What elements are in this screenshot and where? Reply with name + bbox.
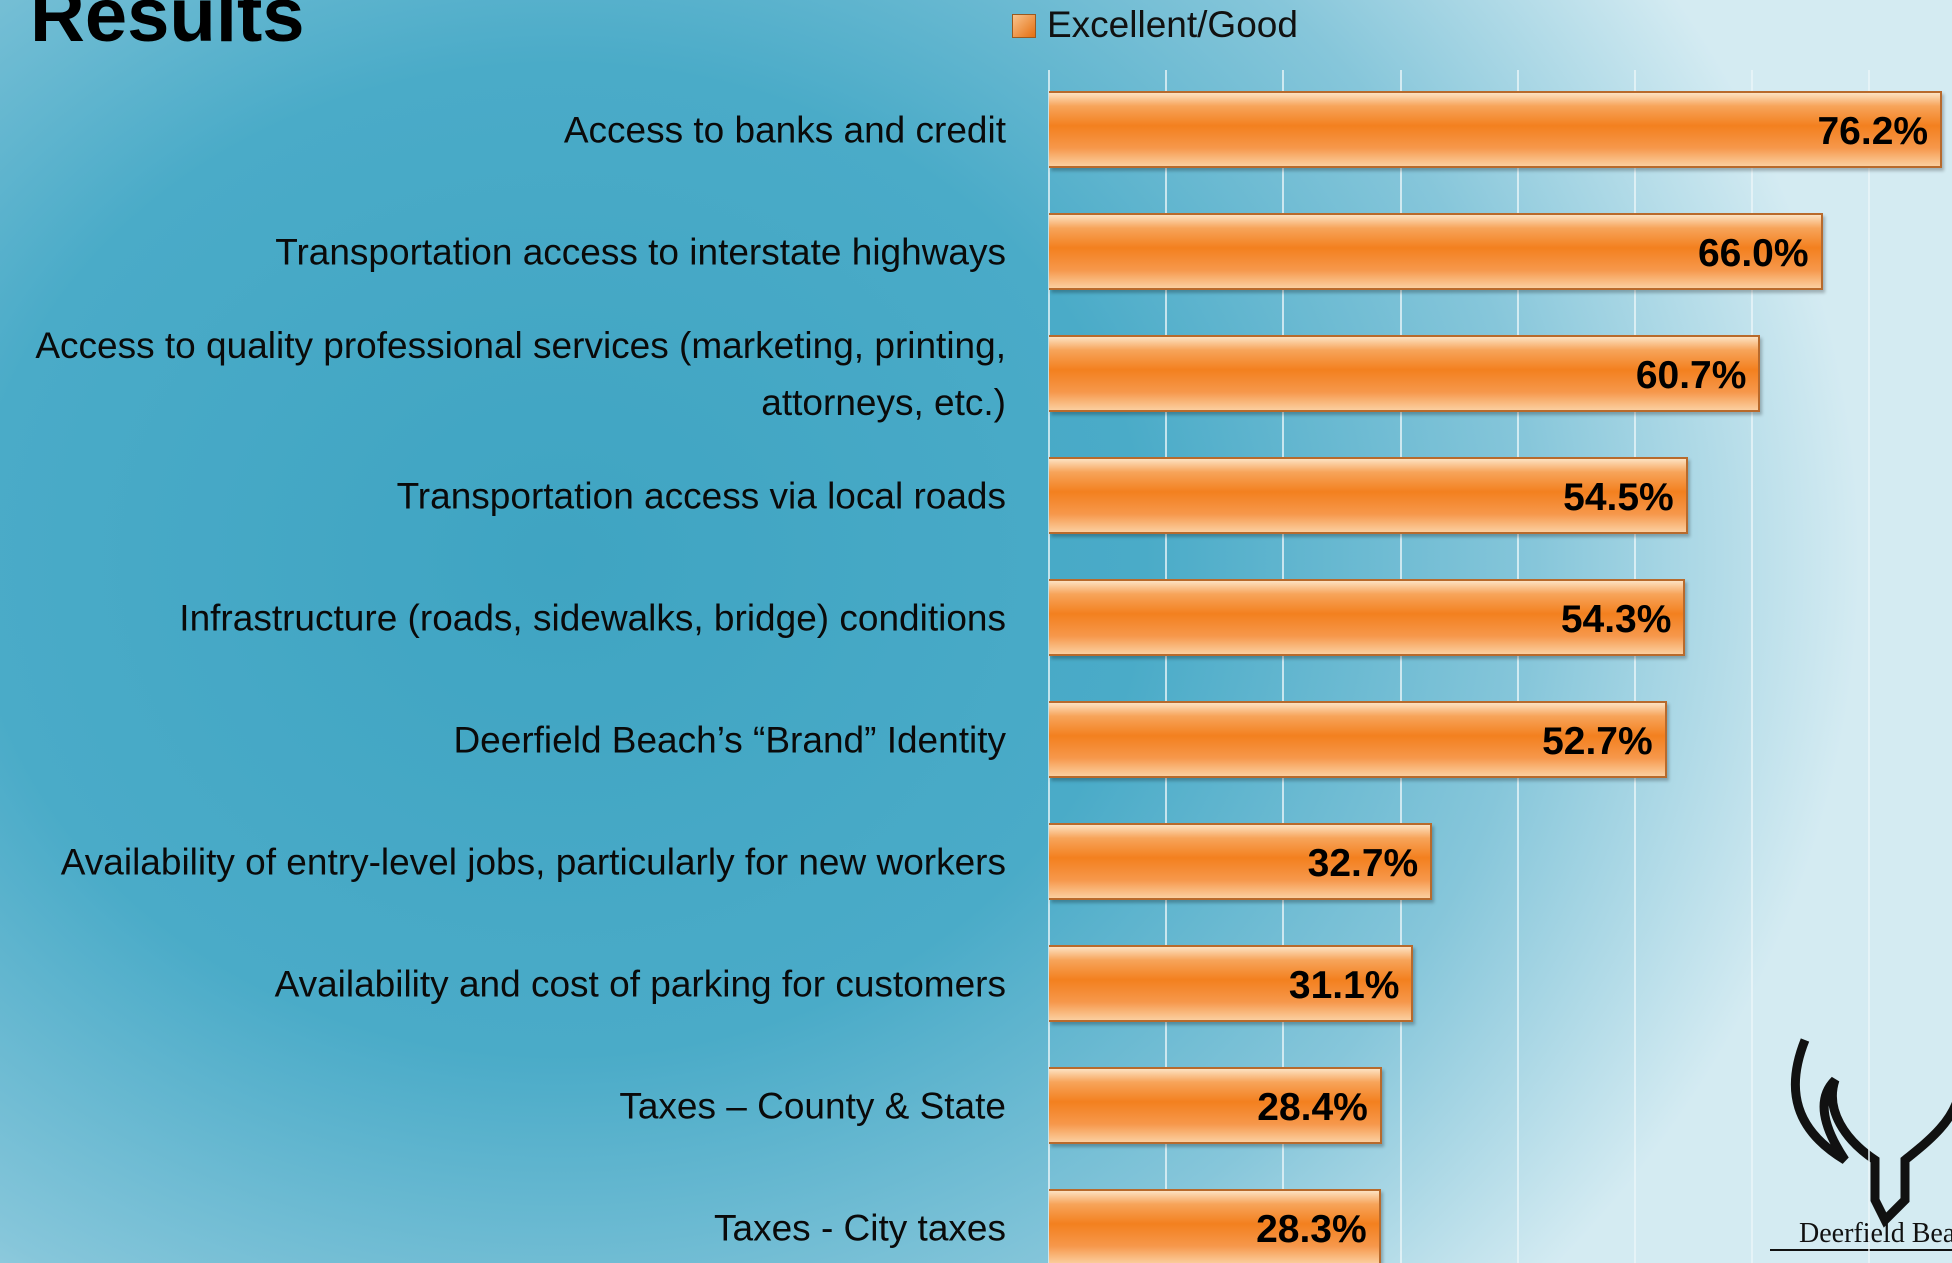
value-label: 54.5% (1563, 475, 1674, 519)
bar (1049, 823, 1433, 900)
category-label: Access to quality professional services … (35, 324, 1006, 423)
value-label: 28.3% (1256, 1207, 1367, 1251)
grid-line (1634, 70, 1636, 1263)
value-label: 66.0% (1697, 231, 1809, 275)
grid-line (1048, 70, 1050, 1263)
value-label: 28.4% (1257, 1085, 1368, 1129)
category-label: Access to banks and credit (563, 109, 1006, 150)
category-label: Taxes – County & State (619, 1085, 1006, 1126)
category-label: Availability of entry-level jobs, partic… (60, 841, 1006, 882)
grid-line (1751, 70, 1754, 1263)
bar (1049, 701, 1667, 778)
legend-swatch (1012, 14, 1036, 38)
bar (1049, 1189, 1381, 1263)
category-label: Transportation access via local roads (396, 475, 1006, 516)
bar (1049, 1067, 1382, 1144)
bar (1049, 335, 1761, 412)
grid-line (1516, 70, 1519, 1263)
bar (1049, 91, 1943, 168)
value-label: 52.7% (1542, 719, 1653, 763)
category-label: Transportation access to interstate high… (275, 231, 1006, 272)
value-label: 60.7% (1635, 353, 1747, 397)
bar (1049, 579, 1686, 656)
chart-title: Results (30, 0, 305, 58)
grid-line (1868, 70, 1871, 1263)
value-label: 31.1% (1288, 963, 1400, 1007)
grid-line (1165, 70, 1168, 1263)
category-label: Infrastructure (roads, sidewalks, bridge… (179, 597, 1006, 638)
grid-line (1282, 70, 1285, 1263)
bar (1049, 945, 1414, 1022)
category-label: Taxes - City taxes (714, 1207, 1006, 1248)
logo: Deerfield Beach (1770, 1038, 1952, 1251)
bar (1049, 213, 1823, 290)
grid-line (1399, 70, 1402, 1263)
value-label: 32.7% (1307, 841, 1419, 885)
legend-label: Excellent/Good (1047, 4, 1298, 45)
value-label: 76.2% (1817, 109, 1929, 153)
category-label: Deerfield Beach’s “Brand” Identity (453, 719, 1006, 760)
logo-text: Deerfield Beach (1799, 1218, 1952, 1249)
bar (1049, 457, 1688, 534)
category-label: Availability and cost of parking for cus… (274, 963, 1006, 1004)
value-label: 54.3% (1560, 597, 1672, 641)
